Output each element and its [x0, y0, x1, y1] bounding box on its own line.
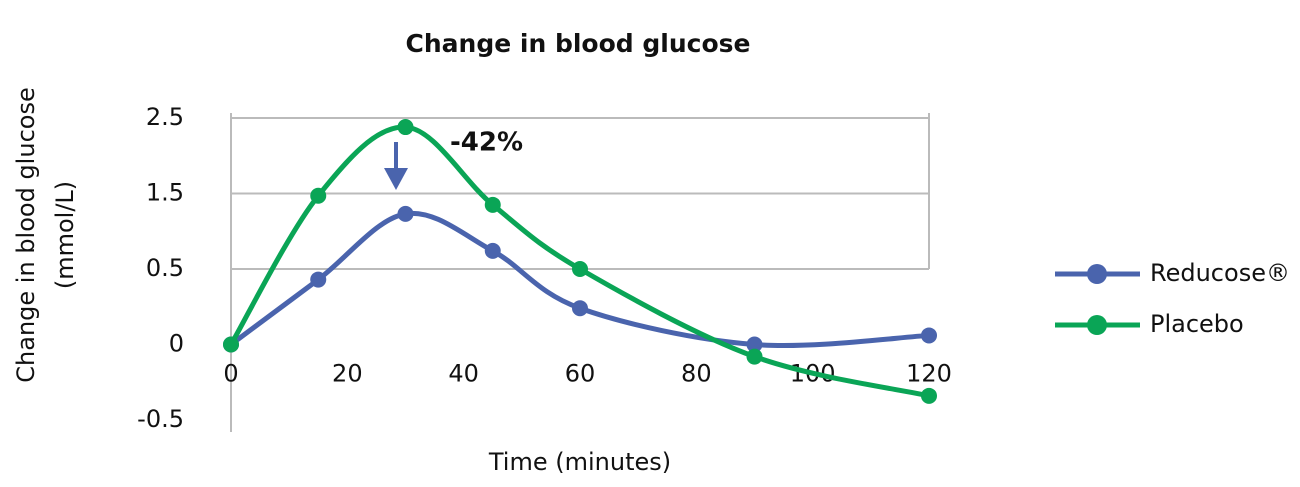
x-tick-label: 20 [332, 360, 363, 388]
data-point [484, 196, 501, 213]
x-axis-label: Time (minutes) [488, 448, 671, 476]
data-point [746, 348, 763, 365]
x-tick-label: 40 [448, 360, 479, 388]
legend-label: Placebo [1150, 310, 1244, 338]
data-point [921, 327, 937, 344]
y-axis-label: Change in blood glucose [12, 87, 40, 382]
series-line [229, 210, 930, 349]
y-tick-label: 2.5 [146, 103, 184, 131]
y-tick-label: 0 [169, 330, 184, 358]
data-point [223, 336, 239, 353]
x-tick-label: 60 [565, 360, 596, 388]
y-tick-label: -0.5 [137, 405, 184, 433]
data-point [310, 187, 327, 204]
x-tick-label: 0 [223, 360, 238, 388]
data-point [310, 271, 327, 288]
data-point [572, 300, 588, 317]
data-point [921, 387, 937, 404]
x-tick-label: 80 [681, 360, 712, 388]
x-tick-label: 120 [906, 360, 952, 388]
data-point [397, 205, 414, 222]
data-point [484, 242, 501, 259]
legend-marker [1087, 315, 1107, 335]
chart-title: Change in blood glucose [406, 29, 751, 58]
data-point [572, 261, 588, 277]
annotation: -42% [450, 128, 523, 158]
legend-label: Reducose® [1150, 259, 1290, 287]
data-point [746, 336, 763, 353]
arrow-head [384, 168, 408, 190]
data-point [397, 119, 414, 136]
y-tick-label: 0.5 [146, 254, 184, 282]
legend-marker [1087, 264, 1107, 284]
y-axis-label: (mmol/L) [51, 181, 79, 289]
y-tick-label: 1.5 [146, 179, 184, 207]
